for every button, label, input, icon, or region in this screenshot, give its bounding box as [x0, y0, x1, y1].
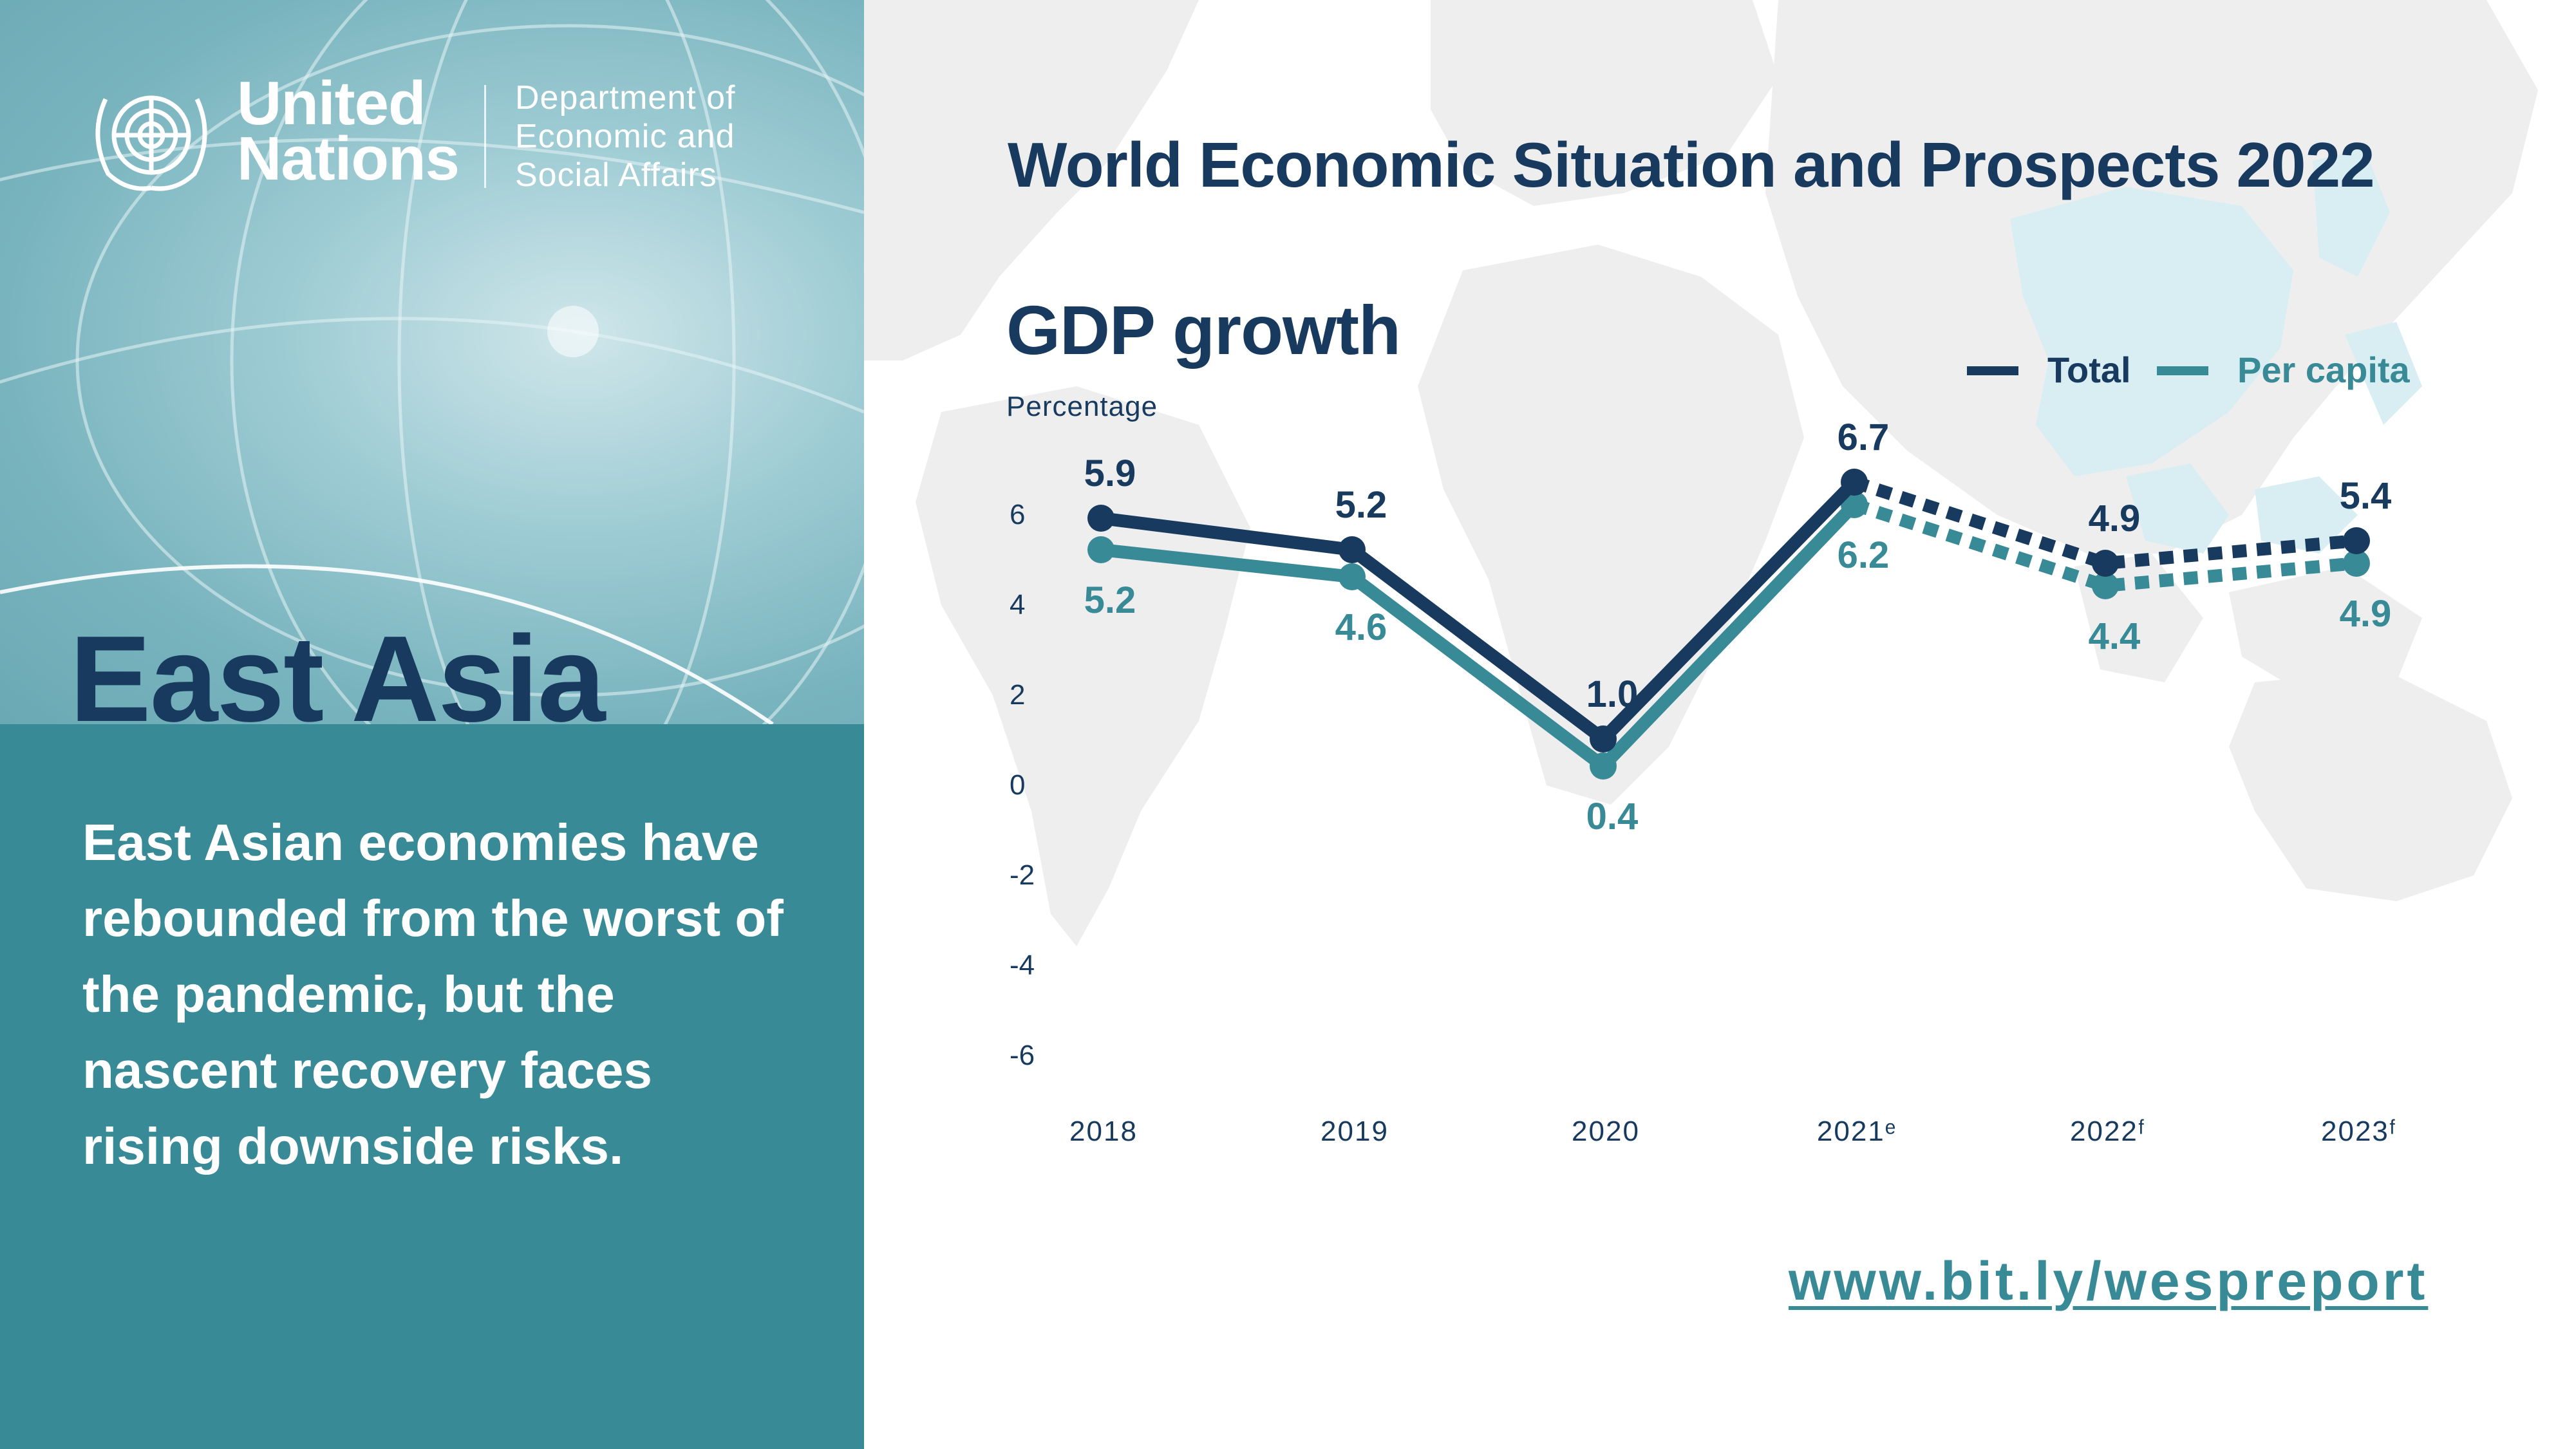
data-point-total — [2092, 550, 2119, 577]
data-label-per-capita: 4.4 — [2089, 615, 2141, 657]
department-line2: Economic and — [515, 118, 735, 155]
chart-title: GDP growth — [1006, 291, 1401, 369]
x-tick-label: 2021ᵉ — [1817, 1116, 1897, 1147]
left-panel: United Nations Department of Economic an… — [0, 0, 864, 1449]
data-label-total: 6.7 — [1838, 416, 1890, 458]
x-tick-label: 2022ᶠ — [2070, 1116, 2146, 1147]
data-point-per-capita — [2343, 550, 2370, 577]
data-label-total: 4.9 — [2089, 498, 2141, 539]
y-tick-label: 0 — [1010, 769, 1025, 801]
legend-swatch-total — [1967, 366, 2018, 375]
data-point-total — [1841, 469, 1868, 496]
un-emblem-icon — [95, 95, 207, 191]
data-point-per-capita — [1590, 753, 1617, 780]
data-label-total: 5.4 — [2340, 475, 2392, 517]
x-tick-label: 2019 — [1321, 1116, 1389, 1147]
logo-divider — [484, 85, 486, 188]
x-tick-label: 2020 — [1572, 1116, 1640, 1147]
data-label-total: 5.2 — [1335, 484, 1387, 526]
data-label-per-capita: 6.2 — [1838, 534, 1890, 576]
legend-label-total: Total — [2047, 350, 2131, 390]
data-point-per-capita — [2092, 572, 2119, 599]
data-point-per-capita — [1087, 536, 1114, 563]
y-tick-label: -2 — [1010, 859, 1035, 891]
y-tick-label: 4 — [1010, 589, 1025, 621]
legend-label-per-capita: Per capita — [2237, 350, 2410, 390]
y-tick-label: -6 — [1010, 1040, 1035, 1071]
series-line-total — [1100, 478, 1859, 745]
hero-image: United Nations Department of Economic an… — [0, 0, 864, 724]
x-tick-label: 2018 — [1069, 1116, 1138, 1147]
data-point-per-capita — [1339, 563, 1366, 590]
data-point-total — [2343, 527, 2370, 554]
y-tick-label: -4 — [1010, 949, 1035, 981]
report-link[interactable]: www.bit.ly/wespreport — [1789, 1251, 2429, 1311]
data-label-per-capita: 4.9 — [2340, 593, 2392, 635]
region-title: East Asia — [70, 611, 605, 747]
data-point-total — [1339, 536, 1366, 563]
department-line1: Department of — [515, 79, 736, 117]
org-name-line1: United — [237, 69, 426, 138]
data-label-per-capita: 4.6 — [1335, 606, 1387, 648]
data-label-total: 5.9 — [1084, 453, 1136, 494]
org-name-line2: Nations — [237, 124, 460, 193]
region-summary: East Asian economies have rebounded from… — [82, 814, 784, 1175]
globe-graphic — [0, 0, 864, 724]
department-line3: Social Affairs — [515, 156, 717, 194]
y-tick-label: 6 — [1010, 499, 1025, 530]
data-label-per-capita: 5.2 — [1084, 579, 1136, 621]
data-label-per-capita: 0.4 — [1586, 796, 1639, 837]
data-point-total — [1087, 505, 1114, 532]
y-tick-label: 2 — [1010, 679, 1025, 711]
data-point-total — [1590, 725, 1617, 753]
data-label-total: 1.0 — [1586, 673, 1639, 715]
series-line-per-capita — [1100, 500, 1859, 772]
x-tick-label: 2023ᶠ — [2321, 1116, 2397, 1147]
report-title: World Economic Situation and Prospects 2… — [1008, 129, 2375, 200]
legend-swatch-per-capita — [2157, 366, 2208, 375]
y-axis-label: Percentage — [1006, 391, 1158, 422]
department-name: Department of Economic and Social Affair… — [515, 79, 736, 194]
un-wordmark: United Nations — [237, 69, 460, 193]
